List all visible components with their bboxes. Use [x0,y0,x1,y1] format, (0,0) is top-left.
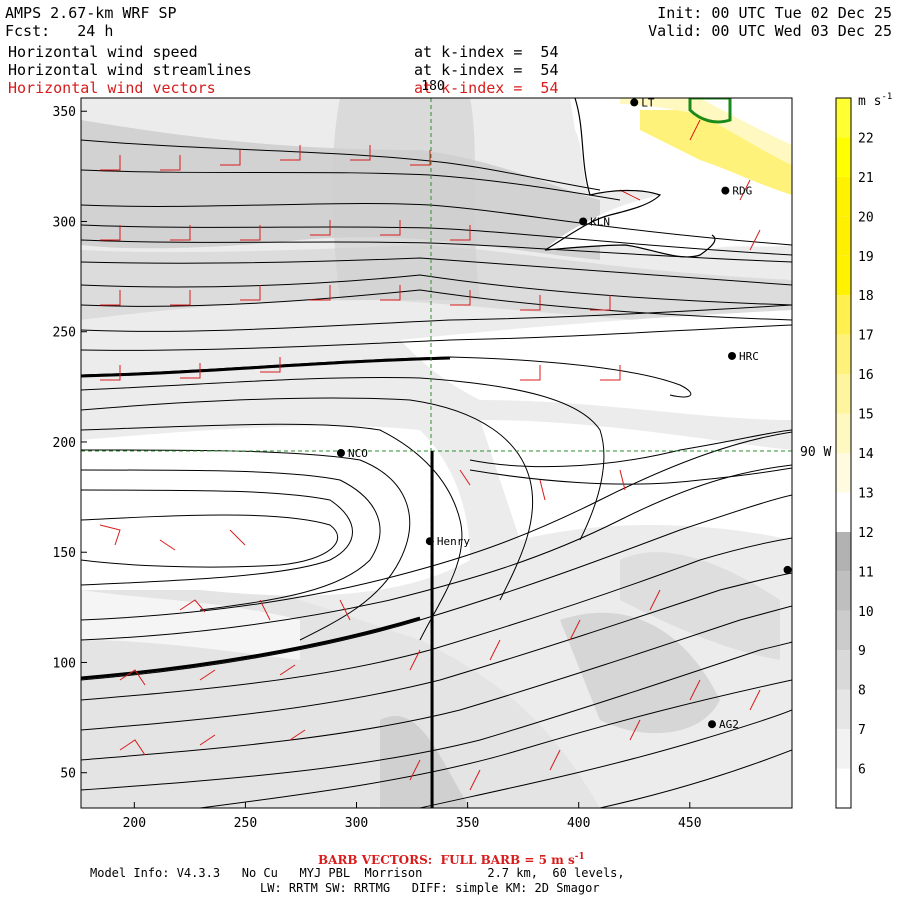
colorbar-bin [836,492,851,532]
colorbar-bin [836,413,851,453]
y-axis: 50 100 150 200 250 300 350 [53,105,87,782]
colorbar: 6 7 8 9 10 11 12 13 14 15 16 17 18 19 20 21 22 [835,97,874,809]
field-name-speed: Horizontal wind speed [8,43,198,61]
colorbar-label: 8 [858,684,866,699]
station-label: RDG [732,185,752,198]
x-tick-label: 200 [123,816,146,831]
y-tick-label: 200 [53,436,76,451]
colorbar-unit: m s-1 [858,92,892,109]
colorbar-label: 18 [858,289,874,304]
field-level-speed: at k-index = 54 [414,43,559,61]
colorbar-bin [836,176,851,217]
streamlines [81,139,792,808]
colorbar-frame [835,97,852,809]
colorbar-bin [836,216,851,256]
station-label: Henry [437,535,470,548]
colorbar-bin [836,295,851,335]
barb-legend: BARB VECTORS: FULL BARB = 5 m s-1 [318,852,585,867]
x-tick-label: 300 [345,816,368,831]
colorbar-bin [836,255,851,296]
colorbar-bin [836,571,851,611]
colorbar-bin [836,374,851,414]
x-tick-label: 250 [234,816,257,831]
station-marker [630,98,639,107]
station-marker [783,565,792,574]
plot-frame [80,97,793,809]
x-tick-label: 350 [456,816,479,831]
y-tick-label: 250 [53,326,76,341]
y-tick-label: 350 [53,105,76,120]
colorbar-bin [836,689,851,730]
colorbar-bin [836,531,851,572]
colorbar-bin [836,334,851,375]
meridian-label: 180 [421,79,444,94]
valid-time: Valid: 00 UTC Wed 03 Dec 25 [648,22,892,40]
parallel-label: 90 W [800,445,831,460]
colorbar-bin [836,650,851,690]
y-tick-label: 50 [60,767,76,782]
colorbar-bin [836,453,851,493]
coastline [544,98,716,258]
colorbar-label: 12 [858,526,874,541]
colorbar-bin [836,729,851,769]
station-marker [728,351,737,360]
colorbar-label: 9 [858,644,866,659]
stations: LT RDG KLN HRC NCO Henry AG2 [336,96,792,731]
station-label: LT [641,96,655,109]
station-marker [708,720,717,729]
colorbar-label: 14 [858,447,874,462]
colorbar-label: 17 [858,329,874,344]
colorbar-bin [836,610,851,651]
model-title: AMPS 2.67-km WRF SP [5,4,177,22]
colorbar-bin [836,137,851,177]
station-label: KLN [590,215,610,228]
colorbar-label: 16 [858,368,874,383]
x-axis: 200 250 300 350 400 450 [123,802,702,831]
forecast-hour: Fcst: 24 h [5,22,114,40]
station-marker [721,186,730,195]
colorbar-label: 15 [858,408,874,423]
field-name-streamlines: Horizontal wind streamlines [8,61,252,79]
station-label: AG2 [719,718,739,731]
colorbar-label: 7 [858,723,866,738]
station-marker [336,449,345,457]
y-tick-label: 100 [53,656,76,671]
station-marker [579,217,588,226]
wind-barbs [99,119,761,791]
colorbar-label: 6 [858,763,866,778]
model-info: Model Info: V4.3.3 No Cu MYJ PBL Morriso… [90,866,625,880]
y-tick-label: 150 [53,546,76,561]
colorbar-label: 20 [858,210,874,225]
y-tick-label: 300 [53,215,76,230]
colorbar-label: 21 [858,171,874,186]
station-marker [425,537,434,546]
x-tick-label: 450 [678,816,701,831]
physics-info: LW: RRTM SW: RRTMG DIFF: simple KM: 2D S… [260,881,600,895]
colorbar-label: 22 [858,131,874,146]
colorbar-bin [836,98,851,138]
station-label: NCO [348,447,368,460]
station-label: HRC [739,350,759,363]
init-time: Init: 00 UTC Tue 02 Dec 25 [657,4,892,22]
colorbar-label: 11 [858,565,874,580]
colorbar-label: 10 [858,605,874,620]
colorbar-label: 13 [858,486,874,501]
field-name-vectors: Horizontal wind vectors [8,79,216,97]
wind-speed-shading [81,98,792,808]
field-level-vectors: at k-index = 54 [414,79,559,97]
colorbar-bin [836,768,851,808]
x-tick-label: 400 [567,816,590,831]
field-level-streamlines: at k-index = 54 [414,61,559,79]
colorbar-label: 19 [858,250,874,265]
